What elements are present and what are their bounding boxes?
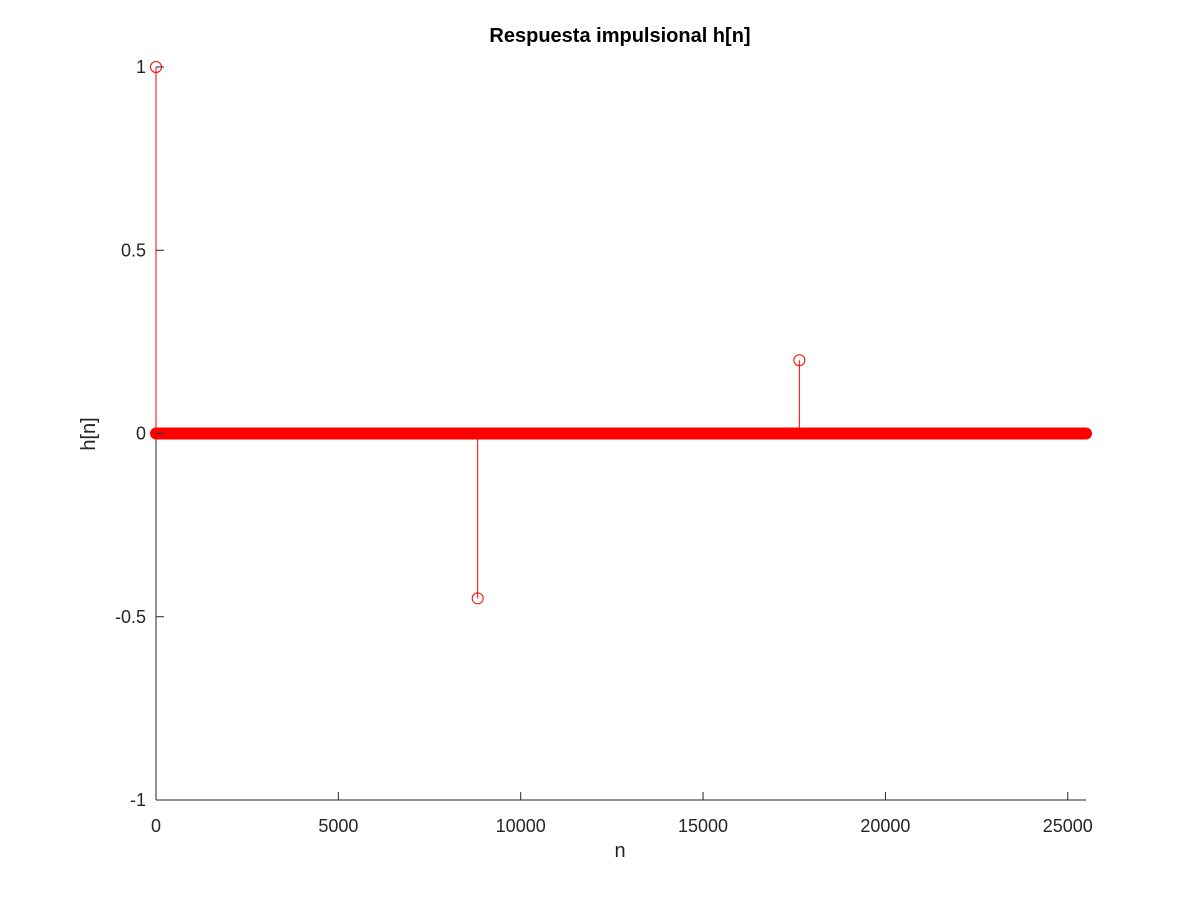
- stem-marker: [793, 354, 806, 367]
- x-tick-label: 10000: [496, 816, 546, 836]
- y-tick-label: -1: [130, 790, 146, 810]
- x-tick-label: 5000: [318, 816, 358, 836]
- x-tick-label: 15000: [678, 816, 728, 836]
- y-axis-label: h[n]: [78, 417, 100, 450]
- stem-marker: [471, 592, 484, 605]
- x-axis-label: n: [614, 840, 625, 862]
- y-tick-label: -0.5: [115, 607, 146, 627]
- chart-title: Respuesta impulsional h[n]: [489, 25, 750, 47]
- x-tick-label: 25000: [1043, 816, 1093, 836]
- y-tick-label: 0: [136, 424, 146, 444]
- y-tick-label: 1: [136, 57, 146, 77]
- y-tick-label: 0.5: [121, 240, 146, 260]
- x-tick-label: 0: [151, 816, 161, 836]
- x-tick-label: 20000: [860, 816, 910, 836]
- ticks: 0 5000 10000 15000 20000 25000 -1 -0.5 0 0.5 1: [115, 57, 1093, 836]
- data-series: [150, 61, 1092, 605]
